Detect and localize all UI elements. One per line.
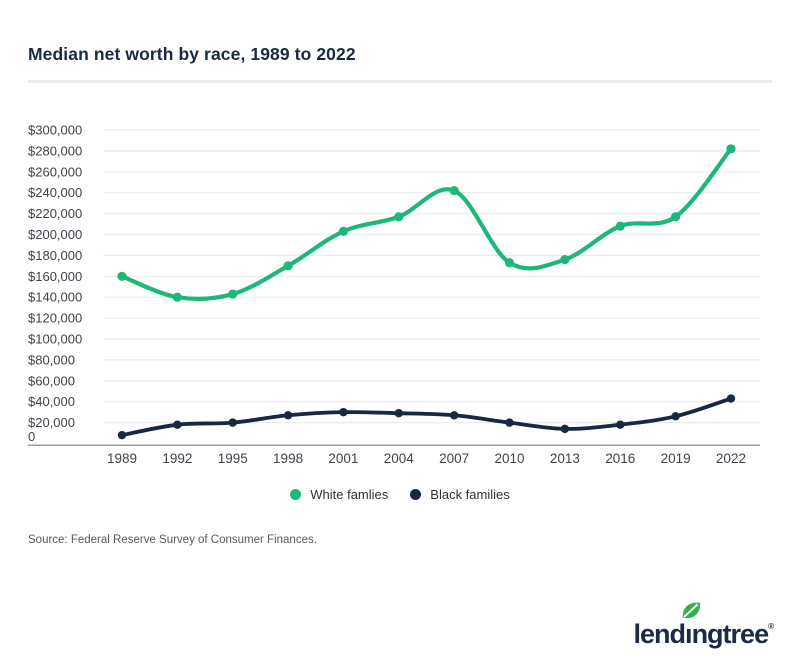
y-axis-tick-label: $280,000 xyxy=(28,143,82,158)
data-point-white-families xyxy=(283,261,293,271)
data-point-black-families xyxy=(283,411,293,420)
chart-title: Median net worth by race, 1989 to 2022 xyxy=(28,44,356,64)
legend-label-white: White famlies xyxy=(310,487,389,502)
y-axis-tick-label: $80,000 xyxy=(28,352,75,367)
data-point-white-families xyxy=(117,271,127,281)
data-point-black-families xyxy=(228,418,237,427)
data-point-black-families xyxy=(671,412,680,421)
x-axis-tick-label: 2001 xyxy=(328,451,358,466)
data-point-white-families xyxy=(504,258,515,268)
y-axis-tick-label: $180,000 xyxy=(28,248,82,263)
legend-label-black: Black families xyxy=(430,487,510,502)
lendingtree-logo: lendıngtree® xyxy=(633,602,774,653)
x-axis-tick-label: 1992 xyxy=(162,451,192,466)
data-point-white-families xyxy=(228,289,238,299)
y-axis-tick-label: $100,000 xyxy=(28,332,82,347)
x-axis-tick-label: 1998 xyxy=(273,451,303,466)
y-axis-tick-label: $220,000 xyxy=(28,206,82,221)
y-axis-tick-label: $200,000 xyxy=(28,227,82,242)
y-axis-tick-label: $20,000 xyxy=(28,415,75,430)
data-point-black-families xyxy=(339,407,348,417)
line-chart: 0$20,000 $40,000 $60,000 $80,000 $100,000 $12… xyxy=(28,123,760,466)
logo-text-ngtree: ngtree xyxy=(691,619,770,649)
y-axis-tick-label: $60,000 xyxy=(28,373,75,388)
data-point-white-families xyxy=(449,186,459,196)
x-axis-tick-label: 2022 xyxy=(716,451,746,466)
data-point-black-families xyxy=(726,394,736,403)
data-point-black-families xyxy=(173,420,182,429)
legend-item-black-families: Black families xyxy=(410,487,510,502)
logo-wordmark: lendıngtree® xyxy=(633,602,774,649)
y-axis-tick-label: $120,000 xyxy=(28,311,82,326)
data-point-black-families xyxy=(560,424,570,434)
y-axis-tick-label: 0 xyxy=(28,429,35,444)
legend-dot-white-icon xyxy=(290,489,302,500)
x-axis-tick-label: 2013 xyxy=(550,451,580,466)
data-point-black-families xyxy=(449,411,459,420)
leaf-icon xyxy=(680,598,702,620)
data-point-white-families xyxy=(726,144,736,154)
x-axis-tick-label: 1995 xyxy=(218,451,248,466)
series-line-black-families xyxy=(120,396,733,438)
chart-legend: White famlies Black families xyxy=(0,487,800,502)
data-point-white-families xyxy=(338,226,349,236)
registered-mark: ® xyxy=(768,622,774,631)
x-axis-tick-label: 2004 xyxy=(384,451,415,466)
title-divider xyxy=(28,80,772,83)
y-axis-tick-label: $40,000 xyxy=(28,394,75,409)
logo-text-i: ı xyxy=(685,619,692,649)
data-point-black-families xyxy=(117,430,127,440)
x-axis-tick-label: 2010 xyxy=(494,451,524,466)
y-axis-tick-label: $300,000 xyxy=(28,123,82,138)
data-point-black-families xyxy=(394,408,403,418)
y-axis-tick-label: $260,000 xyxy=(28,164,82,179)
x-axis-tick-label: 2007 xyxy=(439,451,469,466)
data-point-white-families xyxy=(615,221,625,231)
x-axis-tick-label: 2019 xyxy=(661,451,691,466)
x-axis-tick-label: 1989 xyxy=(107,451,137,466)
y-axis-tick-label: $160,000 xyxy=(28,269,82,284)
legend-dot-black-icon xyxy=(410,489,422,500)
y-axis-tick-label: $240,000 xyxy=(28,185,82,200)
y-axis-tick-label: $140,000 xyxy=(28,290,82,305)
source-note: Source: Federal Reserve Survey of Consum… xyxy=(28,534,317,546)
data-point-black-families xyxy=(616,420,625,429)
data-point-black-families xyxy=(505,418,514,427)
data-point-white-families xyxy=(394,212,404,222)
x-axis-tick-label: 2016 xyxy=(605,451,635,466)
data-point-white-families xyxy=(671,212,681,222)
data-point-white-families xyxy=(172,292,182,302)
data-point-white-families xyxy=(560,254,570,265)
legend-item-white-families: White famlies xyxy=(290,487,388,502)
logo-text-lend: lend xyxy=(633,619,687,649)
